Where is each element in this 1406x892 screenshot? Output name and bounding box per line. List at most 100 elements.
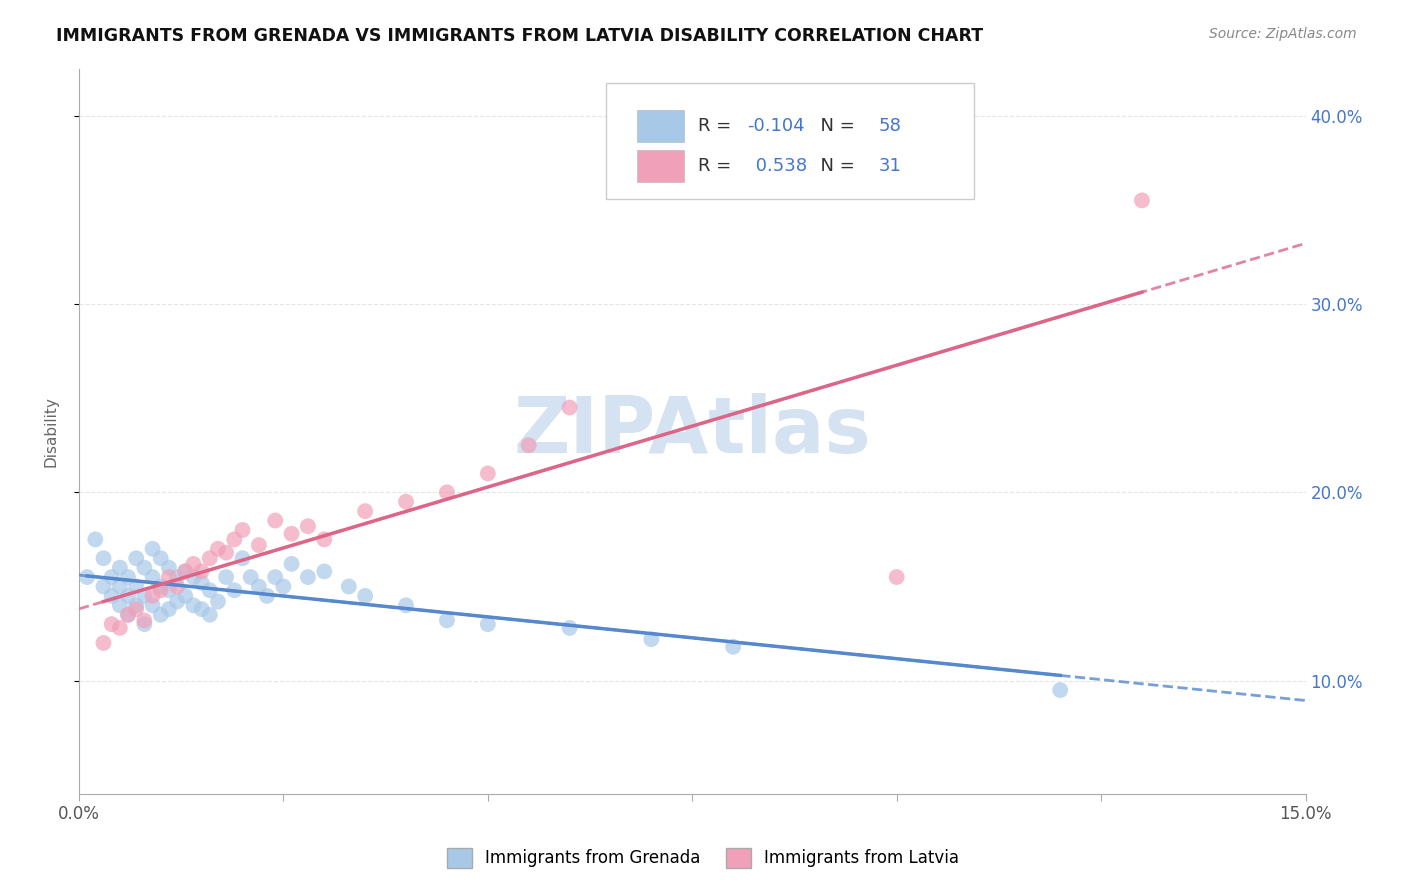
Point: [207, 594, 229, 608]
Point: [436, 485, 458, 500]
Point: [207, 541, 229, 556]
Point: [125, 579, 148, 593]
Point: [224, 533, 246, 547]
Point: [198, 583, 221, 598]
Point: [100, 589, 122, 603]
Point: [256, 589, 278, 603]
Point: [190, 602, 212, 616]
Point: [215, 545, 238, 559]
Point: [190, 565, 212, 579]
Point: [314, 533, 336, 547]
Point: [93, 551, 115, 566]
Point: [215, 570, 238, 584]
Point: [183, 599, 205, 613]
Point: [108, 579, 131, 593]
Point: [264, 570, 287, 584]
Point: [1049, 683, 1071, 698]
Point: [297, 519, 319, 533]
Point: [125, 602, 148, 616]
Point: [84, 533, 107, 547]
Point: [76, 570, 98, 584]
Point: [174, 565, 197, 579]
Point: [93, 579, 115, 593]
Point: [157, 583, 180, 598]
Point: [125, 551, 148, 566]
Point: [198, 607, 221, 622]
Point: [117, 570, 139, 584]
Point: [134, 617, 156, 632]
Legend: Immigrants from Grenada, Immigrants from Latvia: Immigrants from Grenada, Immigrants from…: [440, 841, 966, 875]
Text: 31: 31: [879, 157, 901, 176]
Point: [134, 614, 156, 628]
FancyBboxPatch shape: [606, 83, 974, 199]
Point: [297, 570, 319, 584]
Point: [93, 636, 115, 650]
Point: [1130, 194, 1153, 208]
Point: [141, 570, 163, 584]
Point: [183, 570, 205, 584]
Point: [354, 504, 377, 518]
Point: [100, 617, 122, 632]
Point: [149, 583, 172, 598]
Point: [280, 557, 302, 571]
Point: [134, 589, 156, 603]
Point: [190, 575, 212, 590]
Point: [477, 617, 499, 632]
Bar: [637, 110, 683, 142]
Point: [273, 579, 295, 593]
Point: [117, 607, 139, 622]
Point: [141, 541, 163, 556]
Point: [314, 565, 336, 579]
Point: [108, 560, 131, 574]
Bar: [637, 151, 683, 182]
Point: [337, 579, 360, 593]
Point: [395, 494, 418, 508]
Y-axis label: Disability: Disability: [44, 396, 58, 467]
Point: [149, 607, 172, 622]
Point: [157, 560, 180, 574]
Point: [224, 583, 246, 598]
Point: [395, 599, 418, 613]
Point: [141, 599, 163, 613]
Text: 0.538: 0.538: [749, 157, 807, 176]
Point: [558, 621, 581, 635]
Point: [436, 614, 458, 628]
Point: [558, 401, 581, 415]
Text: 58: 58: [879, 117, 901, 135]
Point: [117, 589, 139, 603]
Point: [166, 594, 188, 608]
Point: [239, 570, 262, 584]
Point: [886, 570, 908, 584]
Point: [117, 607, 139, 622]
Point: [166, 579, 188, 593]
Point: [108, 599, 131, 613]
Point: [141, 589, 163, 603]
Point: [174, 565, 197, 579]
Point: [183, 557, 205, 571]
Point: [231, 551, 253, 566]
Point: [149, 579, 172, 593]
Text: R =: R =: [699, 117, 737, 135]
Point: [477, 467, 499, 481]
Point: [721, 640, 744, 654]
Point: [108, 621, 131, 635]
Point: [149, 551, 172, 566]
Point: [517, 438, 540, 452]
Point: [157, 570, 180, 584]
Point: [247, 579, 270, 593]
Point: [174, 589, 197, 603]
Text: -0.104: -0.104: [748, 117, 806, 135]
Point: [247, 538, 270, 552]
Point: [134, 560, 156, 574]
Point: [100, 570, 122, 584]
Text: R =: R =: [699, 157, 737, 176]
Point: [231, 523, 253, 537]
Text: Source: ZipAtlas.com: Source: ZipAtlas.com: [1209, 27, 1357, 41]
Point: [125, 599, 148, 613]
Text: IMMIGRANTS FROM GRENADA VS IMMIGRANTS FROM LATVIA DISABILITY CORRELATION CHART: IMMIGRANTS FROM GRENADA VS IMMIGRANTS FR…: [56, 27, 983, 45]
Point: [157, 602, 180, 616]
Point: [640, 632, 662, 647]
Text: N =: N =: [808, 157, 860, 176]
Point: [280, 526, 302, 541]
Point: [166, 570, 188, 584]
